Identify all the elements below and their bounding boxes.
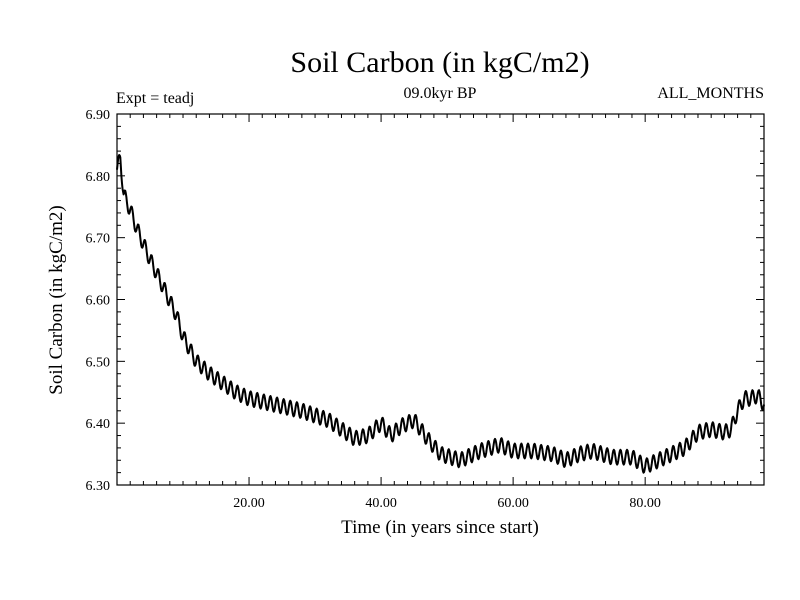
y-tick-label: 6.60 bbox=[86, 294, 111, 309]
y-axis-label: Soil Carbon (in kgC/m2) bbox=[46, 205, 67, 394]
y-tick-label: 6.80 bbox=[86, 170, 111, 185]
y-tick-label: 6.90 bbox=[86, 108, 111, 123]
y-tick-labels: 6.30 6.40 6.50 6.60 6.70 6.80 6.90 bbox=[86, 108, 111, 494]
chart-title: Soil Carbon (in kgC/m2) bbox=[290, 46, 589, 79]
months-label: ALL_MONTHS bbox=[657, 85, 764, 102]
chart-subtitle: 09.0kyr BP bbox=[404, 85, 477, 102]
experiment-label: Expt = teadj bbox=[116, 90, 194, 107]
y-tick-label: 6.70 bbox=[86, 232, 111, 247]
plot-area-frame bbox=[116, 113, 765, 486]
x-tick-label: 80.00 bbox=[629, 496, 661, 511]
y-tick-label: 6.50 bbox=[86, 355, 111, 370]
y-tick-label: 6.40 bbox=[86, 417, 111, 432]
axis-ticks bbox=[116, 113, 765, 486]
x-tick-labels: 20.00 40.00 60.00 80.00 bbox=[233, 496, 661, 511]
x-axis-label: Time (in years since start) bbox=[341, 517, 539, 538]
x-tick-label: 20.00 bbox=[233, 496, 265, 511]
soil-carbon-series-line bbox=[116, 154, 765, 474]
y-tick-label: 6.30 bbox=[86, 479, 111, 494]
x-tick-label: 40.00 bbox=[365, 496, 397, 511]
x-tick-label: 60.00 bbox=[497, 496, 529, 511]
